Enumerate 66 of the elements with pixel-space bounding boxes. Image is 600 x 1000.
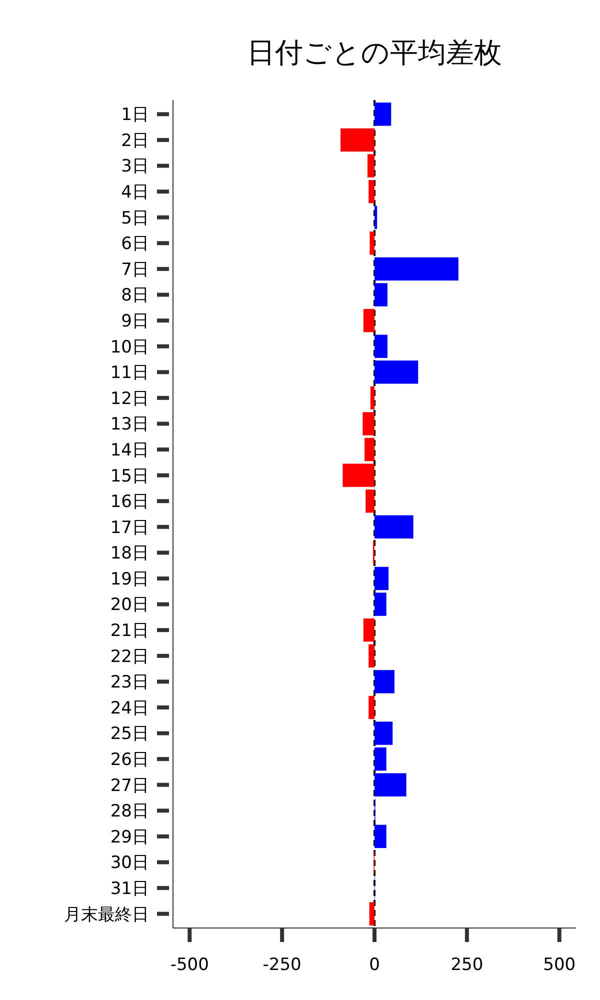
x-tick-label: 500 [543, 955, 576, 975]
bar [374, 722, 393, 745]
y-tick-label: 23日 [110, 672, 149, 693]
bar [374, 515, 414, 539]
y-tick-label: 月末最終日 [64, 904, 149, 925]
bar [374, 102, 392, 126]
bar [374, 747, 386, 771]
y-tick-label: 18日 [110, 544, 149, 564]
bar [374, 592, 386, 616]
bar [374, 824, 386, 848]
y-tick-label: 7日 [121, 260, 149, 280]
bar [374, 773, 406, 796]
x-tick-label: 0 [369, 955, 380, 975]
y-tick-label: 12日 [110, 388, 149, 409]
chart-title: 日付ごとの平均差枚 [247, 36, 502, 69]
y-tick-label: 29日 [110, 827, 149, 848]
y-tick-label: 31日 [110, 878, 149, 899]
y-tick-label: 24日 [110, 698, 149, 718]
bar [374, 206, 378, 229]
y-tick-label: 5日 [121, 208, 149, 228]
y-tick-label: 26日 [110, 750, 149, 770]
bar [368, 644, 374, 668]
bar [374, 283, 388, 306]
y-tick-label: 3日 [121, 156, 149, 177]
bar [374, 360, 418, 384]
bar [362, 412, 374, 436]
y-tick-label: 9日 [121, 311, 149, 332]
y-tick-label: 8日 [121, 286, 149, 306]
y-tick-label: 4日 [121, 182, 149, 203]
y-tick-label: 11日 [110, 363, 149, 384]
y-tick-label: 13日 [110, 414, 149, 435]
bar [369, 902, 374, 926]
bar [368, 696, 374, 720]
y-tick-label: 28日 [110, 802, 149, 822]
y-tick-label: 10日 [110, 337, 149, 358]
bar [367, 154, 374, 178]
bar [364, 438, 374, 462]
y-tick-label: 27日 [110, 776, 149, 796]
bar [363, 618, 374, 642]
x-tick-label: -250 [262, 955, 302, 975]
y-tick-label: 25日 [110, 724, 149, 744]
bar [363, 308, 374, 332]
bar [374, 334, 388, 358]
bar [374, 257, 458, 281]
bar [342, 464, 374, 487]
x-tick-label: -500 [170, 955, 209, 975]
y-tick-label: 6日 [121, 234, 149, 254]
y-tick-label: 19日 [110, 569, 149, 590]
bar [370, 386, 374, 410]
y-tick-label: 22日 [110, 646, 149, 667]
y-tick-label: 15日 [110, 466, 149, 486]
y-tick-label: 17日 [110, 518, 149, 538]
x-tick-label: 250 [450, 955, 484, 975]
bar [374, 566, 389, 590]
y-tick-label: 21日 [110, 621, 149, 642]
bar [368, 180, 374, 204]
bar [374, 670, 394, 694]
bar [370, 232, 374, 255]
bar [366, 489, 374, 513]
y-tick-label: 20日 [110, 595, 149, 616]
bar [340, 128, 374, 152]
y-tick-label: 16日 [110, 492, 149, 512]
y-tick-label: 2日 [121, 130, 149, 151]
y-tick-label: 1日 [121, 105, 149, 126]
y-tick-label: 30日 [110, 853, 149, 874]
y-tick-label: 14日 [110, 440, 149, 460]
